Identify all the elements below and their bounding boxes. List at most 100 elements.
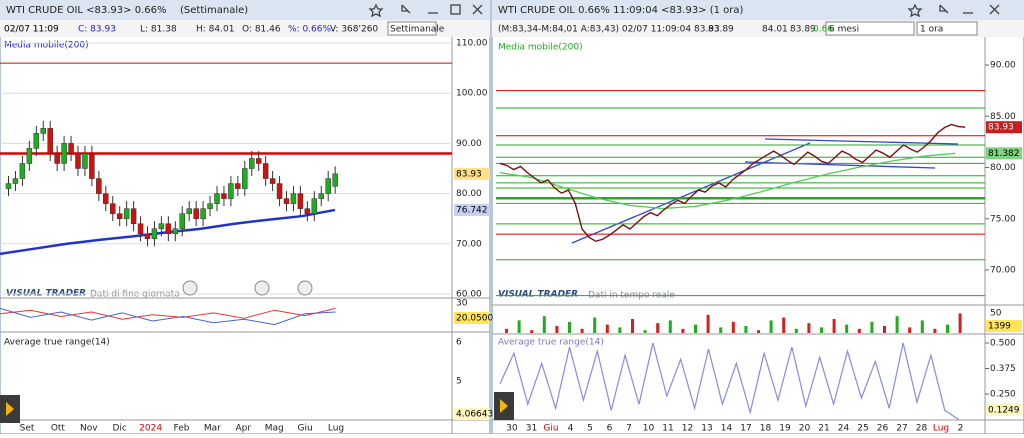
x-tick-label: 5 <box>587 424 593 434</box>
candle <box>19 163 26 179</box>
candle <box>116 213 123 219</box>
y-tick-label: 75.00 <box>990 214 1016 224</box>
info: O: 81.46 <box>242 25 281 35</box>
candle <box>325 178 331 194</box>
left-window <box>0 0 491 435</box>
candle <box>26 148 33 164</box>
x-tick-label: 12 <box>682 424 693 434</box>
volume-bar <box>895 316 899 333</box>
volume-bar <box>845 324 849 333</box>
volume-bar <box>605 324 609 333</box>
value-tag <box>986 404 1022 416</box>
candle <box>158 223 165 229</box>
volume-bar <box>505 328 508 333</box>
range: 6 mesi <box>829 25 859 35</box>
volume-bar <box>568 321 571 333</box>
brand: VISUAL TRADER <box>498 290 578 300</box>
info-icon[interactable] <box>182 280 198 296</box>
info: 02/07 11:09 <box>4 25 59 35</box>
subtitle: (Settimanale) <box>180 5 248 16</box>
y-tick-label: 110.00 <box>456 39 488 49</box>
y-tick-label: 70.00 <box>456 239 482 249</box>
x-tick-label: 2024 <box>139 424 162 434</box>
candle <box>207 203 213 209</box>
period: Settimanale <box>390 25 445 35</box>
info-icon[interactable] <box>254 280 270 296</box>
volume-bar <box>681 328 685 333</box>
candle <box>89 153 95 179</box>
info: 83.89 <box>708 25 734 35</box>
volume-bar <box>656 323 660 333</box>
volume-bar <box>857 328 861 333</box>
period: 1 ora <box>920 25 943 35</box>
value-tag-text: 76.742 <box>456 205 488 215</box>
atr-tick: 0.500 <box>990 339 1016 349</box>
volume-bar <box>631 319 634 333</box>
candle <box>186 208 192 214</box>
atr-tick: 6 <box>456 338 462 348</box>
y-tick-label: 100.00 <box>456 89 488 99</box>
osc-line <box>0 307 336 326</box>
value-tag <box>986 121 1022 134</box>
candle <box>12 178 19 184</box>
info-icon[interactable] <box>297 280 313 296</box>
left-titlebar <box>0 0 490 20</box>
candle <box>276 183 283 199</box>
volume-bar <box>593 317 597 333</box>
volume-bar <box>542 316 546 333</box>
x-tick-label: 4 <box>568 424 574 434</box>
volume-bar <box>517 320 521 333</box>
candle <box>242 168 248 189</box>
x-tick-label: 19 <box>779 424 791 434</box>
atr-label: Average true range(14) <box>4 338 110 348</box>
x-tick-label: 14 <box>721 424 733 434</box>
title: WTI CRUDE OIL <83.93> 0.66% <box>6 5 166 16</box>
value-tag-text: 83.93 <box>456 169 482 179</box>
x-tick-label: 24 <box>838 424 850 434</box>
value-tag-text: 20.0500 <box>456 314 493 324</box>
value-tag-text: 0.1249 <box>988 406 1020 416</box>
volume-bar <box>643 330 647 333</box>
x-tick-label: Ott <box>51 424 66 434</box>
price-line <box>499 123 966 243</box>
volume-bar <box>744 326 748 333</box>
period-select[interactable] <box>916 21 978 36</box>
x-tick-label: 7 <box>626 424 632 434</box>
period-select[interactable] <box>387 21 437 36</box>
candle <box>5 183 12 189</box>
volume-bar <box>870 321 874 333</box>
y-tick-label: 90.00 <box>456 139 482 149</box>
volume-bar <box>794 328 798 333</box>
volume-bar <box>694 324 697 333</box>
x-tick-label: 13 <box>701 424 712 434</box>
info: C: 83.93 <box>78 25 116 35</box>
x-tick-label: 30 <box>506 424 518 434</box>
value-tag <box>454 167 490 180</box>
candle <box>262 163 269 179</box>
window-buttons[interactable] <box>907 3 1000 18</box>
atr-label: Average true range(14) <box>498 338 604 348</box>
volume-bar <box>782 317 786 333</box>
volume-bar <box>668 320 672 333</box>
value-tag-text: 81.382 <box>988 149 1020 159</box>
x-tick-label: 11 <box>662 424 673 434</box>
candle <box>221 193 227 199</box>
x-tick-label: 31 <box>526 424 537 434</box>
x-tick-label: Giu <box>298 424 313 434</box>
candle <box>68 143 74 154</box>
candle <box>103 193 109 204</box>
volume-bar <box>820 327 823 333</box>
candle <box>179 213 185 229</box>
x-tick-label: Feb <box>174 424 190 434</box>
x-tick-label: 26 <box>877 424 889 434</box>
candle <box>200 208 206 219</box>
x-tick-label: Nov <box>80 424 98 434</box>
volume-bar <box>719 327 723 333</box>
candle <box>33 133 40 149</box>
candle <box>130 208 137 224</box>
y-tick-label: 80.00 <box>990 163 1016 173</box>
window-buttons[interactable] <box>368 3 483 18</box>
range-select[interactable] <box>825 21 915 36</box>
value-tag <box>986 147 1022 160</box>
